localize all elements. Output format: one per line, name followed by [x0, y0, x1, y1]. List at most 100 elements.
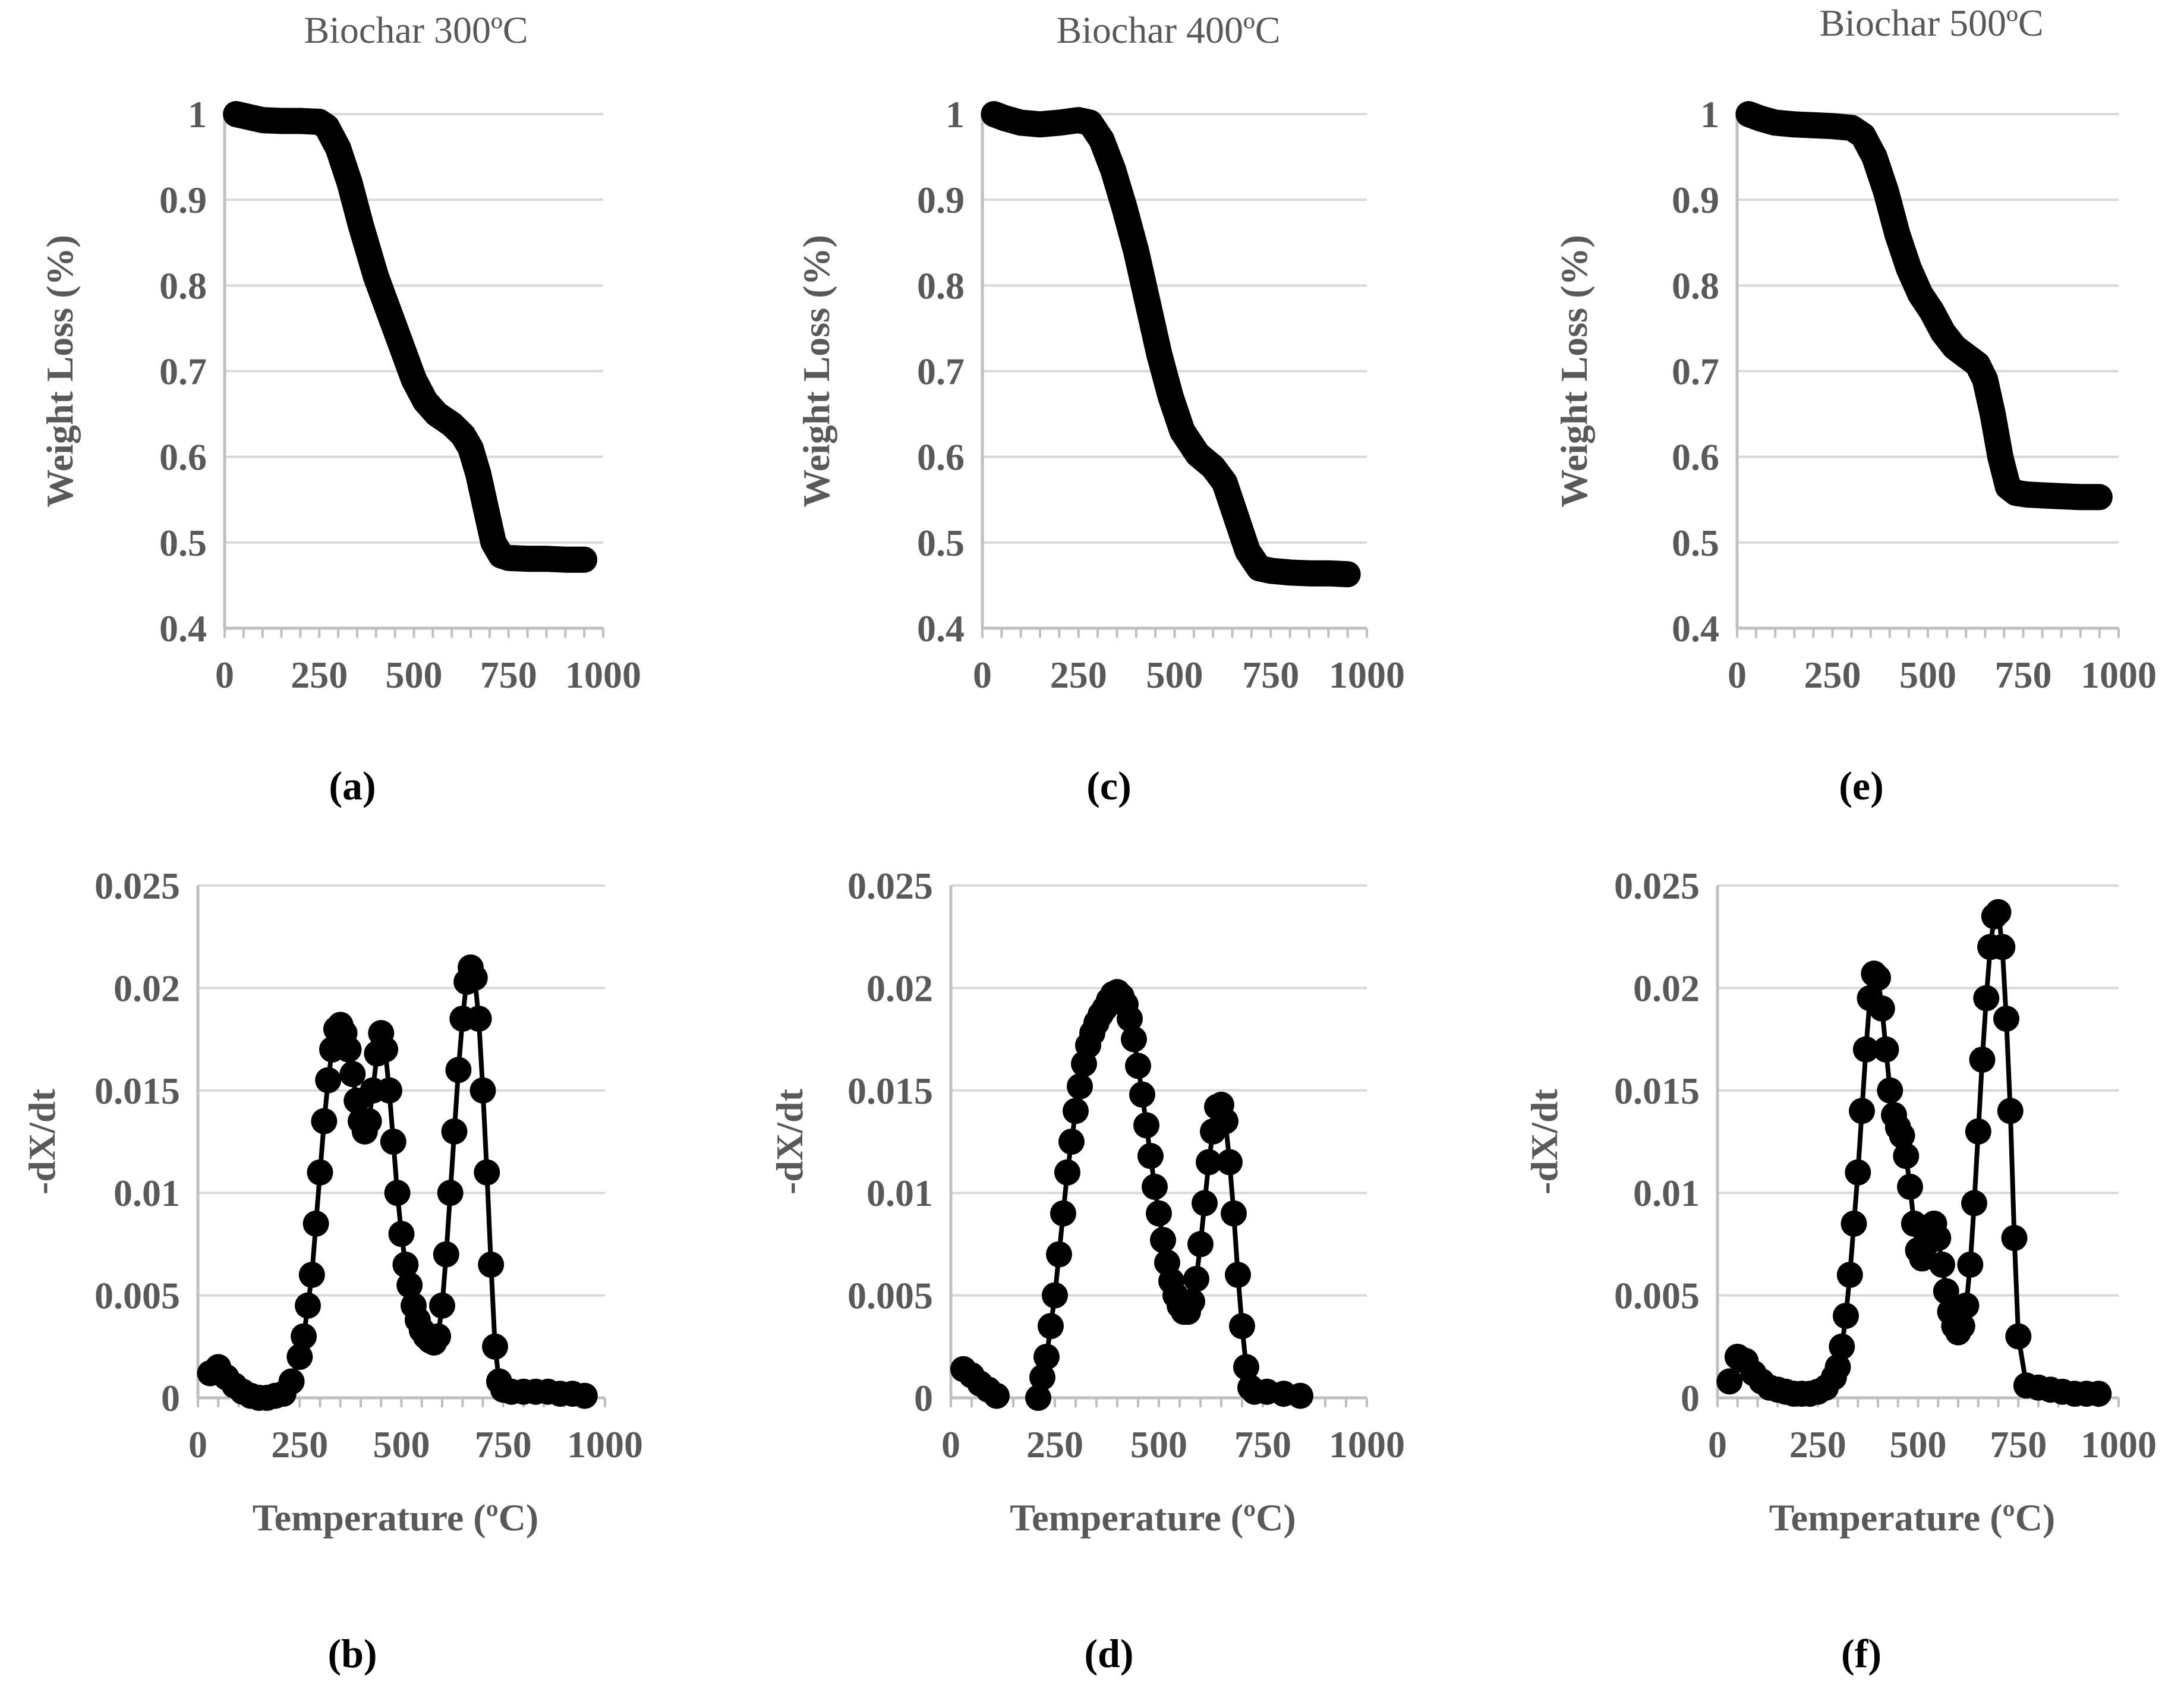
- panel-label: (b): [327, 1631, 377, 1676]
- x-tick-label: 0: [1728, 654, 1747, 696]
- data-point: [1973, 985, 2000, 1012]
- chart-e: 0.4 0.5 0.6 0.7 0.8 0.9 1 0 250 500 750 1000 Weight …: [1553, 2, 2157, 808]
- y-tick-label: 0: [161, 1377, 180, 1419]
- series-f-0: [1716, 899, 2112, 1407]
- y-axis-label: Weight Loss (%): [39, 235, 81, 508]
- x-tick-label: 0: [188, 1423, 207, 1466]
- data-point: [384, 1180, 411, 1206]
- data-point: [1929, 1251, 1955, 1278]
- data-point: [1852, 1036, 1879, 1063]
- data-point: [1933, 1278, 1959, 1305]
- y-tick-label: 0.6: [917, 436, 965, 478]
- data-point: [278, 1368, 305, 1395]
- data-point: [339, 1061, 366, 1088]
- data-point: [291, 1323, 317, 1350]
- x-tick-label: 750: [1990, 1423, 2047, 1466]
- x-tick-label: 750: [1242, 654, 1299, 696]
- data-point: [469, 1077, 496, 1104]
- series-e-0: [1735, 101, 2113, 511]
- data-point: [1833, 1303, 1859, 1329]
- panel-label: (f): [1841, 1631, 1882, 1676]
- data-point: [441, 1118, 468, 1145]
- chart-title: Biochar 500ºC: [1819, 2, 2043, 44]
- x-tick-label: 1000: [2081, 1423, 2157, 1466]
- data-point: [1868, 995, 1895, 1022]
- x-tick-label: 250: [271, 1423, 328, 1466]
- data-point: [1029, 1364, 1055, 1391]
- chart-b: 0 0.005 0.01 0.015 0.02 0.025 0 250 500 750 1000 -d…: [21, 865, 643, 1676]
- x-tick-label: 1000: [2081, 654, 2157, 696]
- data-point: [1824, 1354, 1851, 1381]
- y-tick-label: 1: [946, 93, 965, 136]
- x-tick-label: 750: [475, 1423, 532, 1466]
- data-point: [1046, 1241, 1072, 1268]
- data-point: [1849, 1098, 1875, 1124]
- x-tick-label: 1000: [1329, 654, 1405, 696]
- series-line: [1735, 101, 2113, 511]
- data-point: [302, 1210, 329, 1237]
- x-tick-label: 250: [1804, 654, 1861, 696]
- y-axis-label: -dX/dt: [1523, 1088, 1565, 1195]
- data-point: [1993, 1006, 2019, 1032]
- y-tick-label: 1: [188, 93, 207, 136]
- data-point: [1829, 1333, 1855, 1360]
- y-tick-label: 0.025: [847, 865, 933, 907]
- data-point: [1957, 1251, 1984, 1278]
- data-point: [1050, 1200, 1076, 1227]
- y-tick-label: 0.8: [917, 264, 965, 307]
- x-tick-label: 1000: [1329, 1423, 1405, 1466]
- y-tick-label: 0.6: [1672, 436, 1719, 478]
- data-point: [1221, 1200, 1247, 1227]
- data-point: [1877, 1077, 1903, 1104]
- data-point: [1897, 1173, 1923, 1200]
- data-point: [1949, 1313, 1975, 1340]
- data-point: [2085, 1381, 2112, 1407]
- data-point: [1121, 1026, 1147, 1053]
- data-point: [1117, 1006, 1143, 1032]
- y-tick-label: 0.01: [866, 1172, 933, 1214]
- data-point: [1985, 899, 2012, 925]
- data-point: [1961, 1190, 1987, 1217]
- series-line: [981, 101, 1361, 588]
- y-tick-label: 0.9: [159, 179, 207, 221]
- y-tick-label: 0.8: [1672, 264, 1719, 307]
- data-point: [1873, 1036, 1899, 1063]
- chart-f: 0 0.005 0.01 0.015 0.02 0.025 0 250 500 750 1000 -d…: [1523, 865, 2157, 1676]
- data-point: [461, 965, 488, 991]
- data-point: [1192, 1190, 1218, 1217]
- data-point: [1225, 1262, 1251, 1288]
- data-point: [437, 1180, 464, 1206]
- data-point: [396, 1272, 423, 1299]
- panel-label: (a): [329, 763, 376, 808]
- data-point: [1229, 1313, 1255, 1340]
- x-tick-label: 750: [1995, 654, 2052, 696]
- data-point: [1150, 1227, 1176, 1253]
- data-point: [1025, 1385, 1051, 1411]
- y-tick-label: 0.5: [1672, 522, 1719, 564]
- y-tick-label: 0.015: [847, 1070, 933, 1112]
- y-tick-label: 0.005: [94, 1275, 180, 1317]
- y-tick-label: 0.7: [159, 351, 207, 393]
- panel-label: (c): [1086, 763, 1131, 808]
- data-point: [2001, 1225, 2028, 1252]
- series-b-0: [197, 954, 598, 1411]
- data-point: [1183, 1266, 1209, 1292]
- x-tick-label: 0: [1708, 1423, 1727, 1466]
- y-tick-label: 0.6: [159, 436, 207, 478]
- data-point: [298, 1262, 325, 1288]
- data-point: [1187, 1231, 1214, 1258]
- y-tick-label: 0.4: [159, 607, 207, 650]
- data-point: [2005, 1323, 2032, 1350]
- x-axis-label: Temperature (ºC): [253, 1496, 538, 1539]
- data-point: [571, 1382, 598, 1409]
- x-axis-label: Temperature (ºC): [1010, 1496, 1296, 1539]
- x-tick-label: 500: [373, 1423, 430, 1466]
- y-tick-label: 0.7: [1672, 351, 1719, 393]
- x-tick-label: 1000: [565, 654, 641, 696]
- x-tick-label: 750: [1234, 1423, 1291, 1466]
- data-point: [425, 1323, 452, 1350]
- data-point: [445, 1057, 472, 1083]
- x-axis-label: Temperature (ºC): [1769, 1496, 2055, 1539]
- data-point: [355, 1108, 382, 1135]
- y-tick-label: 0.9: [1672, 179, 1719, 221]
